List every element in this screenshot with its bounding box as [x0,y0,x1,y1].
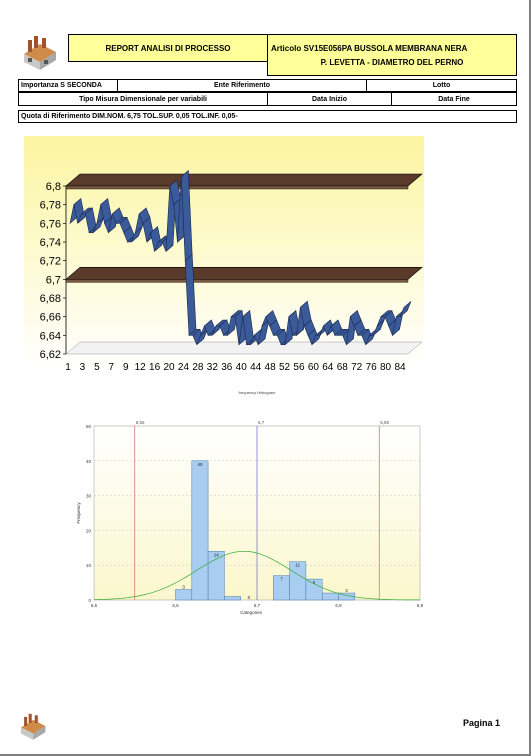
x-tick-label: 20 [163,362,175,373]
spec-line-label: 6,7 [258,420,265,425]
y-tick-label: 50 [86,424,92,429]
histogram-bar [338,592,356,601]
spec-line-label: 6,55 [136,420,145,425]
x-tick-label: 68 [337,362,349,373]
y-tick-label: 40 [86,459,92,464]
normal-curve [93,550,421,601]
x-tick-label: 32 [207,362,219,373]
histogram-bar [191,460,209,601]
ente-label: Ente Riferimento [213,82,270,89]
article-line2: P. LEVETTA - DIAMETRO DEL PERNO [320,57,464,67]
chart1-floor [65,341,423,355]
bar-value-label: 11 [295,563,300,568]
data-inizio-label: Data Inizio [311,95,347,103]
lotto-cell: Lotto [366,79,517,92]
histogram-bar [321,592,339,601]
y-tick-label: 30 [86,494,92,499]
quota-label: Quota di Riferimento DIM.NOM. 6,75 TOL.S… [21,113,238,120]
histogram-bar [175,589,193,601]
tipo-misura-label: Tipo Misura Dimensionale per variabili [79,95,207,103]
x-tick-label: 40 [236,362,248,373]
x-tick-label: 5 [94,362,100,373]
bar-value-label: 7 [280,577,283,582]
bar-value-label: 3 [182,585,185,590]
bar-value-label: 14 [214,552,220,557]
reference-band-edge [65,185,409,190]
report-title-cell: REPORT ANALISI DI PROCESSO [68,34,268,62]
x-tick-label: 44 [250,362,262,373]
bar-value-label: 0 [248,595,251,600]
reference-band-edge [65,279,409,283]
x-tick-label: 1 [65,362,71,373]
x-tick-label: 56 [293,362,305,373]
x-tick-label: 9 [123,362,129,373]
y-tick-label: 0 [88,598,91,603]
y-tick-label: 6,8 [46,181,61,193]
y-tick-label: 6,76 [40,218,61,230]
spec-line-label: 6,85 [380,420,389,425]
x-tick-label: 3 [80,362,86,373]
reference-band [65,267,423,280]
x-tick-label: 60 [308,362,320,373]
factory-logo-footer-icon [21,713,46,740]
x-tick-label: 6,5 [91,603,98,608]
quota-cell: Quota di Riferimento DIM.NOM. 6,75 TOL.S… [18,110,517,123]
bar-value-label: 2 [345,588,348,593]
x-tick-label: 76 [366,362,378,373]
factory-logo-icon [24,36,56,70]
importanza-cell: Importanza S SECONDA [18,79,118,92]
x-axis-title: Categories [240,610,263,615]
y-tick-label: 6,64 [40,330,61,342]
x-tick-label: 7 [109,362,115,373]
x-tick-label: 80 [380,362,392,373]
x-tick-label: 52 [279,362,291,373]
x-tick-label: 72 [351,362,363,373]
data-inizio-cell: Data Inizio [267,92,392,106]
x-tick-label: 6,7 [254,603,261,608]
x-tick-label: 6,8 [335,603,342,608]
y-tick-label: 6,72 [40,256,61,268]
article-line1: Articolo SV15E056PA BUSSOLA MEMBRANA NER… [271,43,468,53]
x-tick-label: 64 [322,362,334,373]
article-cell: Articolo SV15E056PA BUSSOLA MEMBRANA NER… [267,34,517,76]
bar-value-label: 40 [197,462,203,467]
bar-value-label: 6 [313,580,316,585]
x-tick-label: 48 [265,362,277,373]
lotto-label: Lotto [432,82,451,89]
x-tick-label: 36 [221,362,233,373]
y-axis-title: Frequency [76,502,81,524]
ente-cell: Ente Riferimento [117,79,367,92]
x-tick-label: 6,9 [417,603,424,608]
y-tick-label: 6,7 [46,274,61,286]
y-tick-label: 10 [86,563,92,568]
run-chart: 6,86,786,766,746,726,76,686,666,646,621 3… [24,136,424,373]
x-tick-label: 24 [178,362,190,373]
x-tick-label: 12 [135,362,147,373]
y-tick-label: 6,66 [40,312,61,324]
histogram-bar [305,578,323,601]
report-title: REPORT ANALISI DI PROCESSO [105,43,231,53]
histogram-bar [207,551,225,601]
y-tick-label: 6,78 [40,200,61,212]
tipo-misura-cell: Tipo Misura Dimensionale per variabili [18,92,268,106]
y-tick-label: 6,62 [40,349,61,361]
series-segment [399,301,412,317]
x-tick-label: 6,6 [172,603,179,608]
histogram-title: frequency Histogram [239,390,277,395]
y-tick-label: 20 [86,528,92,533]
page-number: Pagina 1 [462,718,500,728]
reference-band [65,173,423,187]
x-tick-label: 28 [192,362,204,373]
data-fine-label: Data Fine [438,95,470,103]
y-tick-label: 6,74 [40,237,61,249]
x-tick-label: 84 [394,362,406,373]
importanza-label: Importanza S SECONDA [21,82,102,89]
data-fine-cell: Data Fine [391,92,517,106]
histogram-bar [224,596,241,601]
y-tick-label: 6,68 [40,293,61,305]
x-tick-label: 16 [149,362,161,373]
